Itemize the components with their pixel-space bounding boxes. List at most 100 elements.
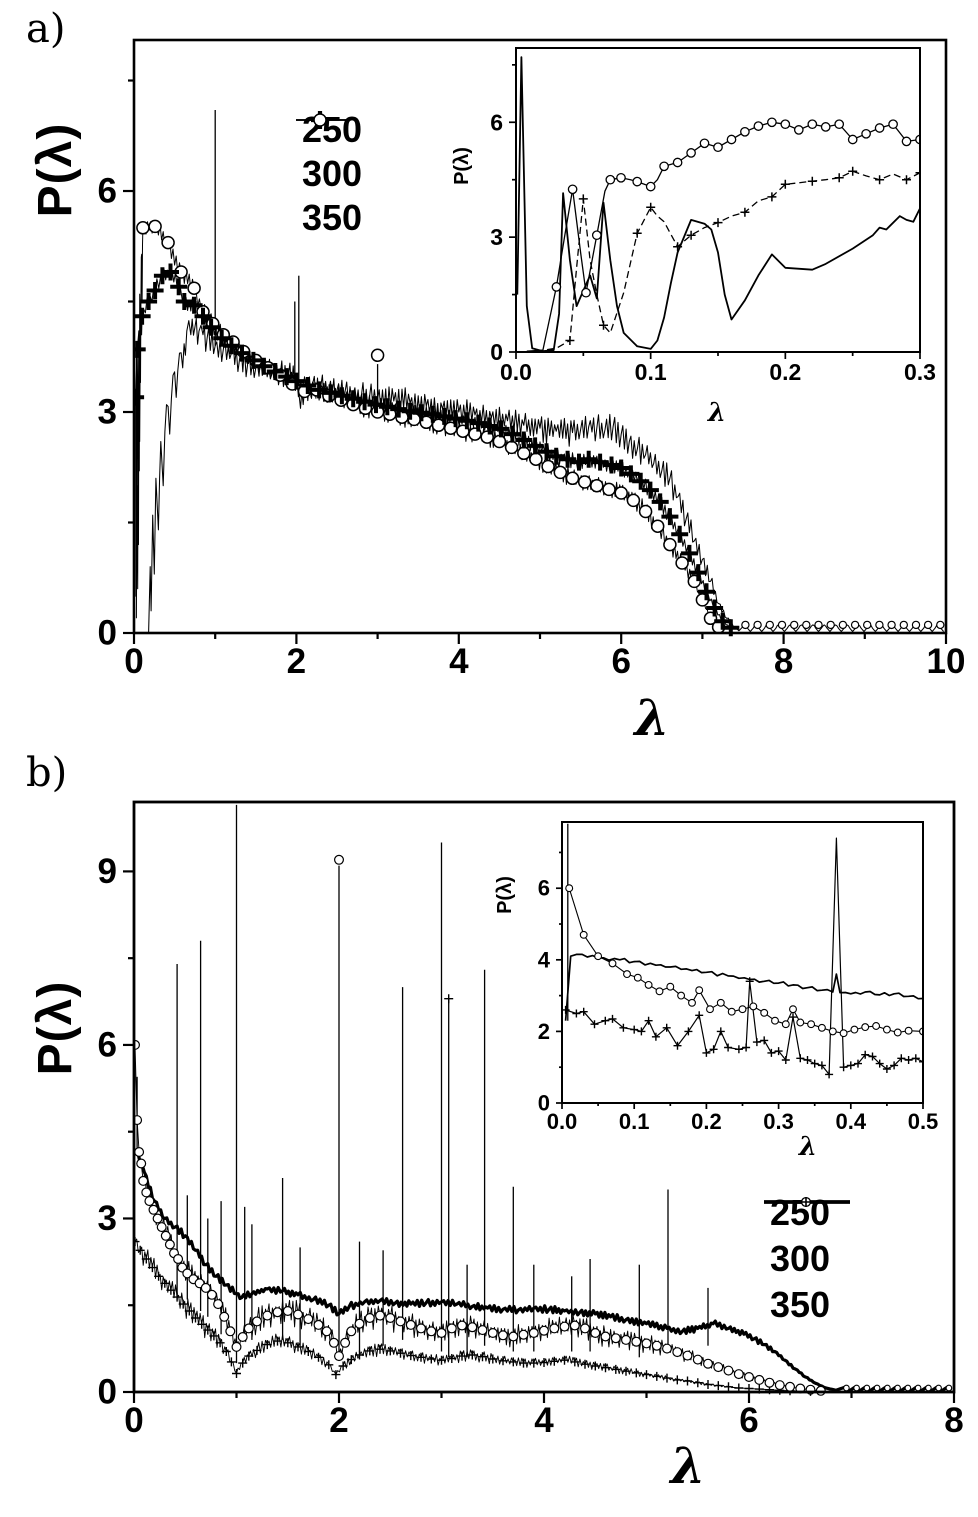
plus-marker [868,1052,877,1061]
x-tick-label: 6 [611,642,630,681]
plus-marker [839,1063,848,1072]
circle-marker [713,1362,724,1373]
plus-marker [492,420,510,438]
plus-marker [213,329,231,347]
x-tick-label: 0.5 [908,1109,939,1134]
x-tick-label: 4 [534,1401,554,1440]
plus-marker [232,1369,241,1378]
circle-marker [651,1340,662,1351]
circle-marker [616,172,626,183]
plus-marker [740,207,750,217]
legend-circle-icon [296,113,350,127]
circle-marker [591,230,602,241]
circle-marker [148,219,162,234]
circle-marker [577,475,592,489]
plus-marker [314,1352,323,1362]
plus-marker [693,1378,703,1388]
inset-background [513,45,923,355]
circle-marker [354,1318,365,1329]
circle-marker [375,1310,386,1321]
plus-marker [774,1047,783,1056]
plus-marker [467,1350,477,1360]
circle-marker [581,287,591,298]
circle-marker [614,486,628,500]
x-tick-label: 0 [124,1401,143,1440]
circle-marker [702,1358,713,1369]
circle-marker [237,1331,248,1342]
circle-marker [863,1384,871,1392]
circle-marker [457,1320,468,1331]
inset-a-ylabel: P(λ) [451,147,473,185]
y-tick-label: 6 [538,876,550,901]
plus-marker [303,1347,313,1356]
plus-marker [716,1027,725,1036]
circle-marker [873,1384,881,1392]
plus-marker [703,1380,713,1389]
circle-marker [553,465,568,480]
plus-marker [549,1356,559,1366]
y-tick-label: 4 [538,947,551,972]
circle-marker [666,982,675,991]
plus-marker [356,393,374,411]
legend-item-350-a: 350 [294,113,362,240]
plus-marker [287,372,305,390]
plus-marker [590,1361,600,1371]
circle-marker [695,986,704,995]
circle-marker [677,991,686,1000]
plus-marker [559,450,577,468]
circle-marker [416,1323,427,1334]
circle-marker [802,620,811,630]
circle-marker [498,1330,509,1341]
x-tick-label: 4 [449,642,469,681]
circle-marker [659,161,669,172]
plus-marker [184,1306,194,1316]
plus-marker [698,583,715,601]
plus-marker [447,1354,457,1363]
plus-marker [570,1357,580,1367]
plus-marker [652,1371,662,1381]
x-tick-label: 0.3 [904,359,936,385]
circle-marker [774,1380,785,1391]
plus-marker [273,1336,282,1346]
plus-marker [140,293,158,310]
circle-marker [713,142,723,153]
circle-marker [863,620,872,630]
plus-marker [622,465,640,483]
circle-marker [935,1384,942,1392]
circle-marker [252,1316,263,1327]
circle-marker [807,119,818,130]
circle-marker [313,1319,324,1330]
circle-marker [853,1384,860,1392]
y-tick-label: 3 [490,224,503,250]
circle-marker [160,1230,171,1241]
plus-marker [133,388,145,406]
circle-marker [901,136,912,147]
circle-marker [225,1326,236,1337]
x-tick-label: 0.2 [691,1109,722,1134]
plus-marker [191,1313,200,1323]
plus-marker [278,368,296,386]
series-line-250 [516,56,921,353]
plus-marker [807,176,817,186]
circle-marker [608,959,617,968]
circle-marker [644,980,653,989]
circle-marker [200,1282,211,1293]
circle-marker [882,1025,891,1034]
circle-marker [767,117,777,128]
plus-marker [244,351,262,369]
circle-marker [334,854,345,865]
y-tick-label: 6 [98,1025,117,1064]
plus-marker [322,384,339,402]
plus-marker [447,410,465,428]
plus-marker [684,1027,693,1036]
plus-marker [848,166,858,176]
circle-marker [914,1384,922,1392]
plus-marker [367,396,385,414]
circle-marker [231,1341,242,1352]
circle-marker [161,235,175,250]
plus-marker [646,202,656,212]
circle-marker [633,973,642,982]
plus-marker [619,1023,628,1032]
